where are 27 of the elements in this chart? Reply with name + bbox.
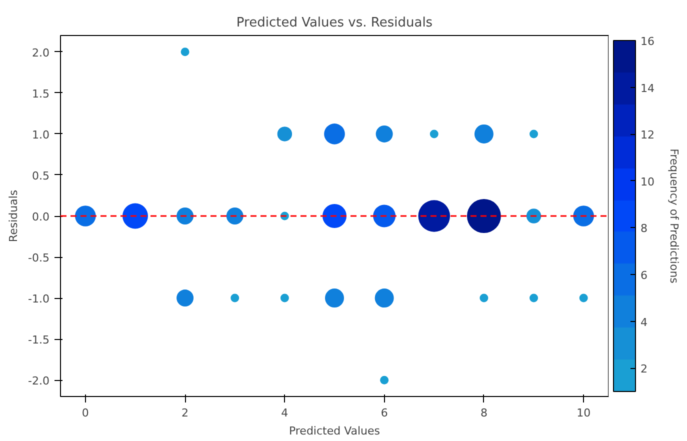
y-tick-label: 0.5 — [32, 169, 50, 182]
x-tick-label: 6 — [380, 406, 388, 420]
y-tick-label: 1.5 — [32, 87, 50, 100]
y-tick-label: 1.0 — [32, 128, 50, 142]
chart-title: Predicted Values vs. Residuals — [236, 16, 433, 30]
y-tick-label: 2.0 — [32, 46, 50, 60]
x-tick-label: 4 — [281, 406, 288, 420]
y-tick-label: -0.5 — [28, 252, 50, 265]
color-bar-label: 4 — [640, 316, 648, 329]
color-bar-label: 14 — [640, 82, 654, 95]
color-bar-title: Frequency of Predictions — [668, 148, 680, 284]
y-tick-label: -2.0 — [28, 374, 50, 388]
x-tick-label: 8 — [480, 406, 488, 420]
y-tick-label: -1.5 — [28, 334, 50, 347]
x-tick-label: 10 — [576, 406, 591, 420]
color-bar-label: 10 — [640, 175, 654, 188]
color-bar-label: 12 — [640, 128, 654, 142]
x-axis-title: Predicted Values — [288, 424, 380, 438]
color-bar-label: 8 — [640, 222, 648, 236]
color-bar-label: 2 — [640, 362, 648, 376]
color-bar-label: 6 — [640, 269, 648, 282]
x-tick-label: 2 — [182, 406, 189, 420]
x-tick-label: 0 — [82, 406, 89, 420]
y-tick-label: -1.0 — [28, 292, 50, 306]
y-axis-title: Residuals — [7, 190, 20, 242]
y-tick-label: 0.0 — [32, 210, 50, 224]
color-bar-label: 16 — [640, 35, 654, 48]
